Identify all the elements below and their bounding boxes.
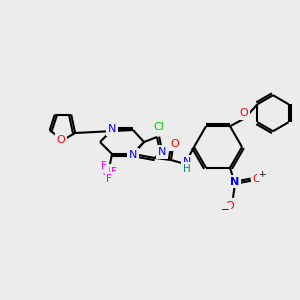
Text: O: O — [57, 135, 65, 145]
Text: O: O — [253, 174, 261, 184]
Text: N: N — [230, 177, 240, 187]
Text: O: O — [226, 201, 234, 211]
Text: −: − — [220, 205, 230, 215]
Text: Cl: Cl — [154, 122, 164, 132]
Text: N: N — [158, 147, 166, 157]
Text: +: + — [258, 170, 266, 179]
Text: H: H — [183, 164, 191, 174]
Text: F: F — [106, 174, 112, 184]
Text: CF₃: CF₃ — [101, 167, 119, 177]
Text: O: O — [240, 108, 248, 118]
Text: O: O — [171, 139, 179, 149]
Text: N: N — [108, 124, 116, 134]
Text: F: F — [101, 161, 107, 171]
Text: F: F — [111, 167, 117, 177]
Text: N: N — [129, 150, 137, 160]
Text: N: N — [183, 157, 191, 167]
